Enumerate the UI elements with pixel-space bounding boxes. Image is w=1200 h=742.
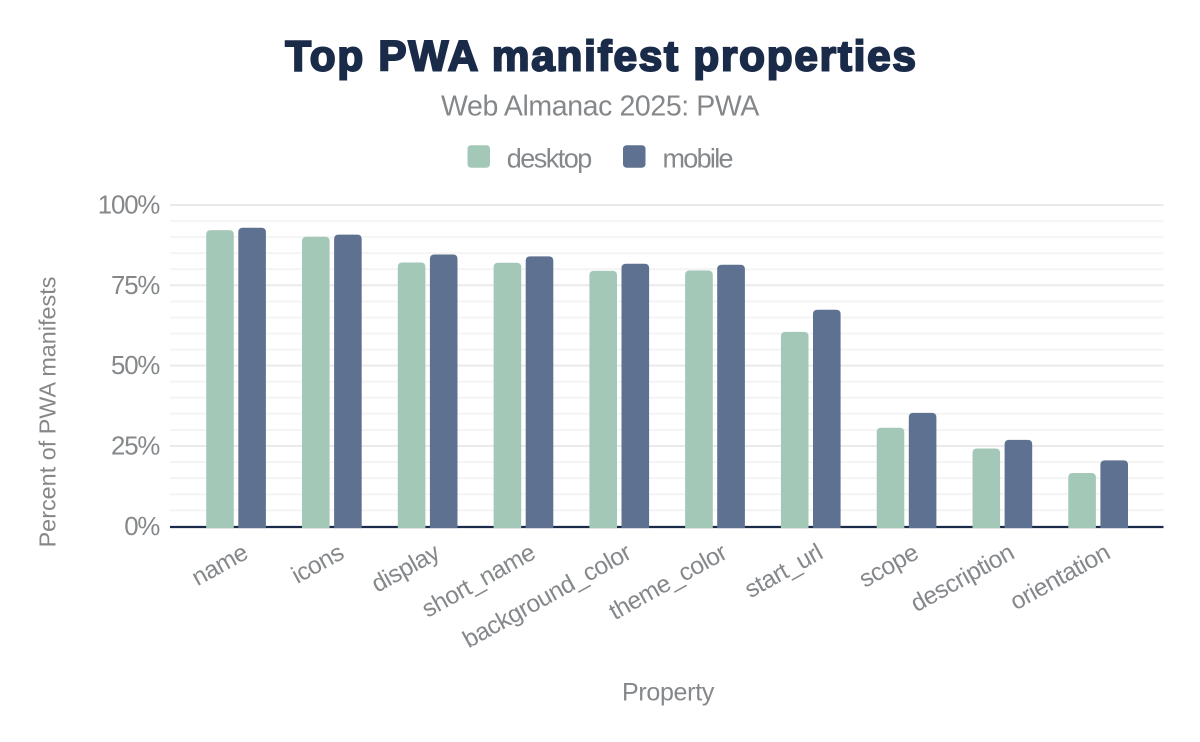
svg-text:Property: Property (622, 678, 715, 706)
svg-text:Web Almanac 2025: PWA: Web Almanac 2025: PWA (441, 91, 759, 123)
svg-text:25%: 25% (111, 433, 160, 461)
svg-text:Percent of PWA manifests: Percent of PWA manifests (35, 277, 61, 548)
svg-text:Top PWA manifest properties: Top PWA manifest properties (285, 33, 917, 80)
svg-text:0%: 0% (124, 513, 160, 541)
svg-text:mobile: mobile (663, 143, 733, 173)
svg-text:100%: 100% (98, 192, 161, 220)
svg-text:75%: 75% (111, 272, 160, 300)
svg-text:50%: 50% (111, 352, 160, 380)
svg-text:desktop: desktop (507, 143, 592, 173)
